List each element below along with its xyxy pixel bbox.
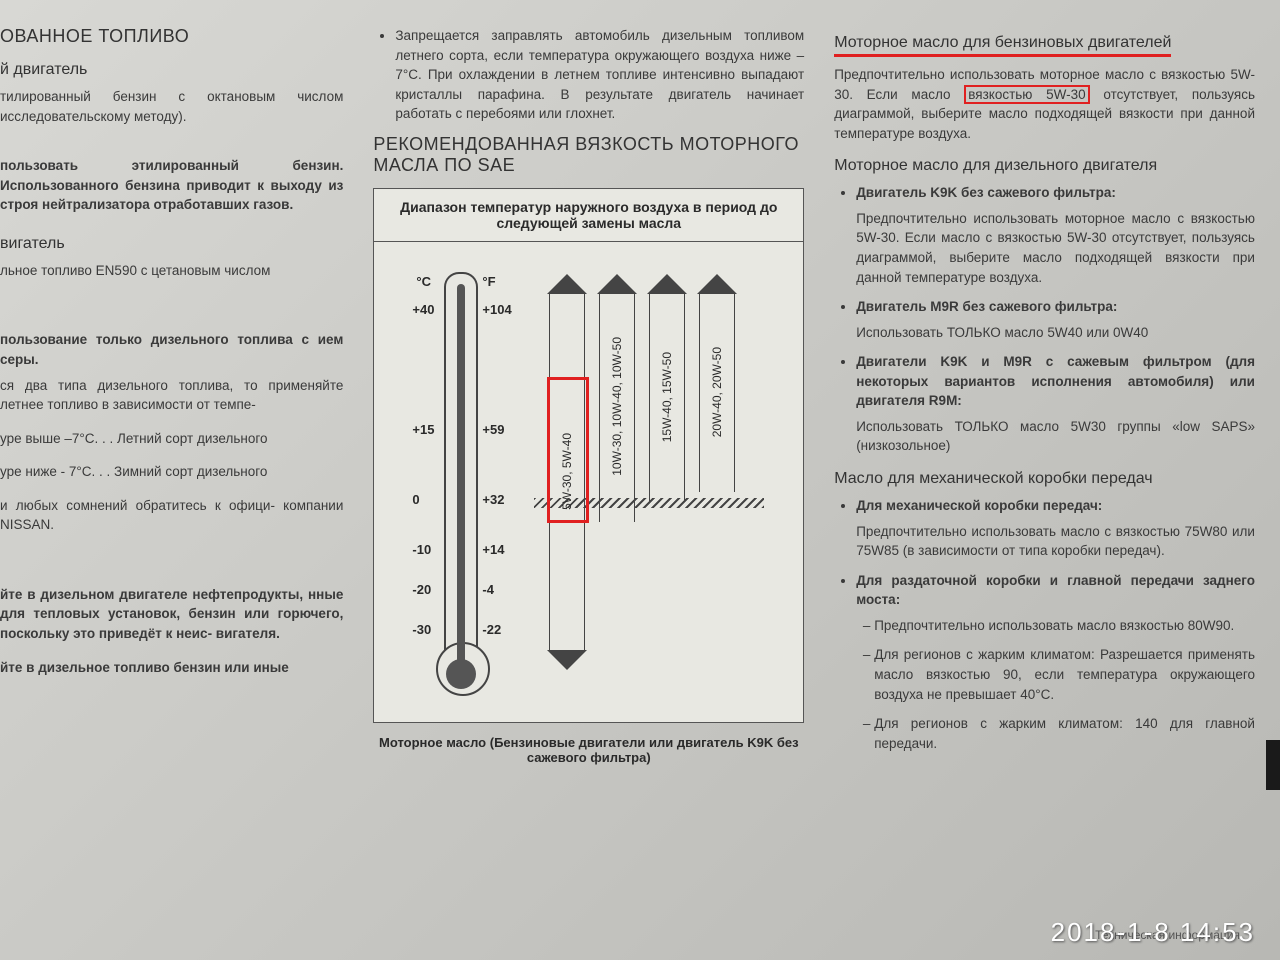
oil-grade-label: 10W-30, 10W-40, 10W-50 <box>610 337 624 476</box>
sub2: Для регионов с жарким климатом: Разрешае… <box>874 645 1255 704</box>
temp-f-label: -22 <box>482 622 501 637</box>
right-column: Моторное масло для бензиновых двигателей… <box>819 0 1280 960</box>
left-column: ОВАННОЕ ТОПЛИВО й двигатель тилированный… <box>0 0 358 960</box>
temp-f-label: +59 <box>482 422 504 437</box>
filter-item: Двигатели K9K и M9R с сажевым фильтром (… <box>856 352 1255 456</box>
diesel-warning-bullet: Запрещается заправлять автомобиль дизель… <box>395 26 804 124</box>
highlighted-viscosity: вязкостью 5W-30 <box>964 85 1089 104</box>
temp-c-label: -10 <box>412 542 431 557</box>
petrol-oil-heading: Моторное масло для бензиновых двигателей <box>834 34 1255 57</box>
oil-grade-label: 15W-40, 15W-50 <box>660 352 674 442</box>
unit-f: °F <box>482 274 495 289</box>
photo-timestamp: 2018-1-8 14:53 <box>1051 917 1255 948</box>
gearbox-heading: Масло для механической коробки передач <box>834 470 1255 488</box>
warn3a: йте в дизельном двигателе нефтепродукты,… <box>0 585 343 644</box>
warn2e: и любых сомнений обратитесь к офици- ком… <box>0 496 343 535</box>
warn2b: ся два типа дизельного топлива, то приме… <box>0 376 343 415</box>
diesel-oil-heading: Моторное масло для дизельного двигателя <box>834 157 1255 175</box>
sub1: Предпочтительно использовать масло вязко… <box>874 616 1255 636</box>
chart-caption: Моторное масло (Бензиновые двигатели или… <box>373 735 804 765</box>
temp-c-label: 0 <box>412 492 419 507</box>
oil-grade-label: 5W-30, 5W-40 <box>560 433 574 510</box>
fuel-heading: ОВАННОЕ ТОПЛИВО <box>0 26 343 47</box>
temp-f-label: +104 <box>482 302 511 317</box>
petrol-oil-text: Предпочтительно использовать моторное ма… <box>834 65 1255 143</box>
temp-f-label: +32 <box>482 492 504 507</box>
warn2d: уре ниже - 7°C. . . Зимний сорт дизельно… <box>0 462 343 482</box>
page-tab <box>1266 740 1280 790</box>
diesel-text: льное топливо EN590 с цетановым числом <box>0 261 343 281</box>
m9r-item: Двигатель M9R без сажевого фильтра: Испо… <box>856 297 1255 342</box>
engine1-heading: й двигатель <box>0 61 343 79</box>
warn2c: уре выше –7°C. . . Летний сорт дизельног… <box>0 429 343 449</box>
temp-c-label: -30 <box>412 622 431 637</box>
transfer-item: Для раздаточной коробки и главной переда… <box>856 571 1255 754</box>
oil-grade-arrow: 5W-30, 5W-40 <box>549 292 585 652</box>
k9k-item: Двигатель K9K без сажевого фильтра: Пред… <box>856 183 1255 287</box>
oil-grade-arrow: 10W-30, 10W-40, 10W-50 <box>599 292 635 522</box>
engine2-heading: вигатель <box>0 235 343 253</box>
sae-heading: РЕКОМЕНДОВАННАЯ ВЯЗКОСТЬ МОТОРНОГО МАСЛА… <box>373 134 804 176</box>
oil-grade-arrow: 20W-40, 20W-50 <box>699 292 735 492</box>
temp-f-label: -4 <box>482 582 494 597</box>
viscosity-chart: Диапазон температур наружного воздуха в … <box>373 188 804 723</box>
thermometer-icon <box>444 272 478 656</box>
temp-c-label: -20 <box>412 582 431 597</box>
center-column: Запрещается заправлять автомобиль дизель… <box>358 0 819 960</box>
unit-c: °C <box>416 274 431 289</box>
gearbox-item: Для механической коробки передач: Предпо… <box>856 496 1255 561</box>
warn1: пользовать этилированный бензин. Использ… <box>0 156 343 215</box>
chart-title: Диапазон температур наружного воздуха в … <box>374 189 803 242</box>
oil-grade-label: 20W-40, 20W-50 <box>710 347 724 437</box>
warn3b: йте в дизельное топливо бензин или иные <box>0 658 343 678</box>
temp-c-label: +15 <box>412 422 434 437</box>
warn2a: пользование только дизельного топлива с … <box>0 330 343 369</box>
sub3: Для регионов с жарким климатом: 140 для … <box>874 714 1255 753</box>
oil-grade-arrow: 15W-40, 15W-50 <box>649 292 685 502</box>
temp-f-label: +14 <box>482 542 504 557</box>
petrol-text: тилированный бензин с октановым числом и… <box>0 87 343 126</box>
temp-c-label: +40 <box>412 302 434 317</box>
chart-body: °C °F +40 +104 +15 +59 0 +32 -10 +14 -20 -4 -30 -22… <box>374 242 803 722</box>
